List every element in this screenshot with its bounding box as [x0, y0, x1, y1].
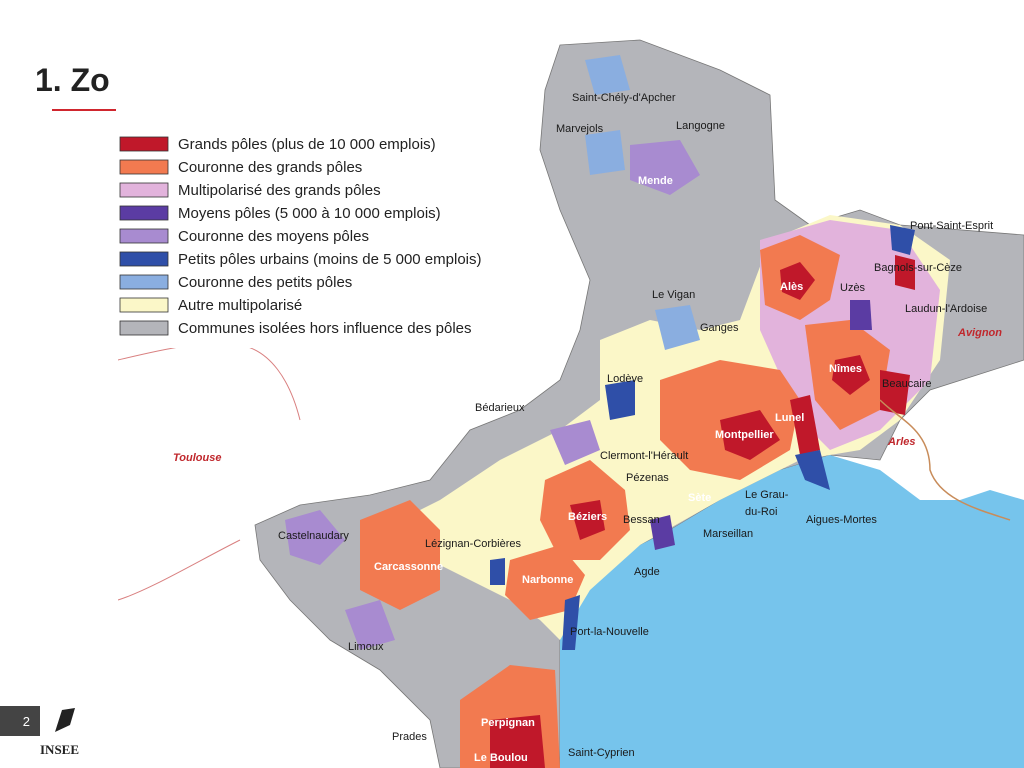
core	[570, 500, 605, 540]
small-pole	[605, 380, 635, 420]
place-label: Bédarieux	[475, 402, 525, 414]
slide-title: 1. Zo	[35, 62, 110, 98]
place-label: Sète	[688, 492, 711, 504]
legend-swatch	[119, 320, 169, 336]
core	[490, 715, 545, 768]
left-margin	[0, 0, 118, 768]
dept-border	[879, 399, 1011, 521]
small-pole	[562, 595, 580, 650]
place-label: Bagnols-sur-Cèze	[874, 262, 962, 274]
small-pole	[850, 300, 872, 330]
small-pole	[585, 130, 625, 175]
place-label: Lézignan-Corbières	[425, 538, 521, 550]
place-label: Port-la-Nouvelle	[570, 626, 649, 638]
place-label: Alès	[780, 281, 803, 293]
legend-label: Petits pôles urbains (moins de 5 000 emp…	[178, 251, 482, 268]
medium-pole	[630, 140, 700, 195]
place-label: Carcassonne	[374, 561, 443, 573]
map	[117, 39, 1024, 768]
place-label: Clermont-l'Hérault	[600, 450, 688, 462]
place-label: Toulouse	[173, 452, 221, 464]
core	[790, 395, 820, 455]
legend-label: Couronne des grands pôles	[178, 159, 362, 176]
page-number: 2	[23, 714, 30, 729]
place-label: Laudun-l'Ardoise	[905, 303, 987, 315]
place-label: Le Boulou	[474, 752, 528, 764]
place-label: Nîmes	[829, 363, 862, 375]
place-label: Marvejols	[556, 123, 604, 135]
place-label: Lunel	[775, 412, 804, 424]
small-pole	[490, 558, 505, 585]
place-label: Saint-Cyprien	[568, 747, 635, 759]
crown-zone	[360, 500, 440, 610]
legend-swatch	[119, 205, 169, 221]
top-margin	[118, 0, 558, 40]
place-label: Aigues-Mortes	[806, 514, 877, 526]
core	[895, 255, 915, 290]
place-label: Langogne	[676, 120, 725, 132]
place-label: du-Roi	[745, 506, 777, 518]
small-pole	[795, 450, 830, 490]
legend-label: Multipolarisé des grands pôles	[178, 182, 381, 199]
legend-label: Autre multipolarisé	[178, 297, 302, 314]
small-pole	[890, 225, 915, 255]
place-label: Marseillan	[703, 528, 753, 540]
logo: INSEE	[40, 742, 79, 757]
place-label: Avignon	[957, 327, 1002, 339]
place-label: Arles	[887, 436, 916, 448]
place-label: Montpellier	[715, 429, 774, 441]
legend-swatch	[119, 274, 169, 290]
legend-swatch	[119, 228, 169, 244]
place-label: Beaucaire	[882, 378, 932, 390]
core	[880, 370, 910, 415]
place-label: Uzès	[840, 282, 866, 294]
legend-box	[118, 128, 538, 348]
medium-pole	[550, 420, 600, 465]
page-number-box	[0, 706, 40, 736]
place-label: Pézenas	[626, 472, 669, 484]
legend-swatch	[119, 251, 169, 267]
legend-label: Couronne des petits pôles	[178, 274, 352, 291]
core	[780, 262, 815, 300]
legend-label: Grands pôles (plus de 10 000 emplois)	[178, 136, 436, 153]
legend: Grands pôles (plus de 10 000 emplois) Cou…	[119, 136, 482, 337]
small-pole	[585, 55, 630, 95]
small-pole	[655, 305, 700, 350]
place-label: Narbonne	[522, 574, 573, 586]
logo-mark	[55, 708, 75, 732]
place-label: Pont-Saint-Esprit	[910, 220, 993, 232]
place-label: Bessan	[623, 514, 660, 526]
legend-label: Couronne des moyens pôles	[178, 228, 369, 245]
legend-label: Communes isolées hors influence des pôle…	[178, 320, 472, 337]
legend-label: Moyens pôles (5 000 à 10 000 emplois)	[178, 205, 441, 222]
legend-swatch	[119, 297, 169, 313]
place-label: Lodève	[607, 373, 643, 385]
legend-swatch	[119, 182, 169, 198]
title-clip	[118, 60, 128, 100]
place-label: Prades	[392, 731, 427, 743]
legend-swatch	[119, 136, 169, 152]
place-label: Saint-Chély-d'Apcher	[572, 92, 676, 104]
place-label: Ganges	[700, 322, 739, 334]
medium-pole	[345, 600, 395, 650]
place-label: Le Vigan	[652, 289, 695, 301]
place-label: Agde	[634, 566, 660, 578]
core	[832, 355, 870, 395]
place-label: Perpignan	[481, 717, 535, 729]
core	[720, 410, 780, 460]
place-label: Limoux	[348, 641, 384, 653]
legend-swatch	[119, 159, 169, 175]
medium-pole	[285, 510, 345, 565]
place-label: Le Grau-	[745, 489, 789, 501]
small-pole	[650, 515, 675, 550]
sea	[560, 455, 1024, 768]
place-label: Béziers	[568, 511, 607, 523]
place-labels: Saint-Chély-d'Apcher Marvejols Langogne …	[173, 92, 1002, 764]
place-label: Mende	[638, 175, 673, 187]
place-label: Castelnaudary	[278, 530, 349, 542]
